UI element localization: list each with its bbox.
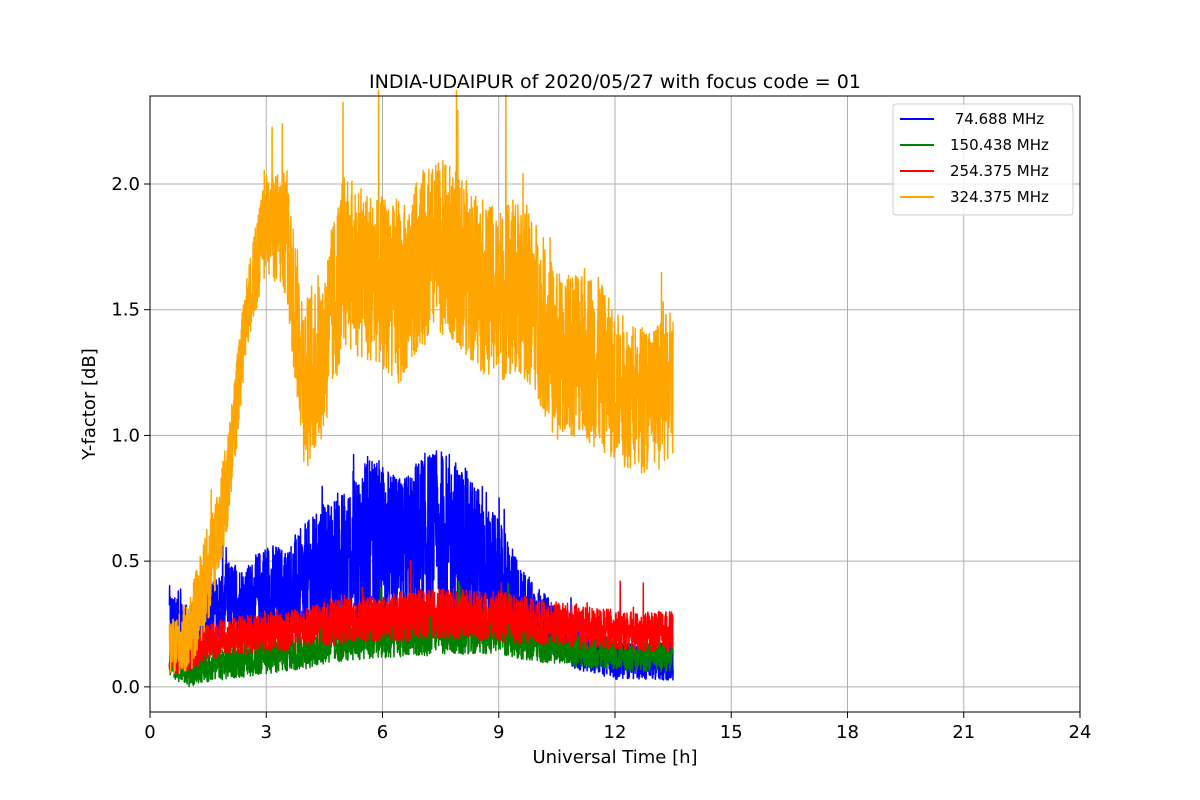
y-tick-label: 0.5 [111, 551, 140, 572]
x-tick-label: 12 [604, 722, 627, 743]
y-tick-label: 0.0 [111, 677, 140, 698]
axis-ticks: 0 3 6 9 12 15 18 21 24 0.0 0.5 1.0 1.5 2.0 [111, 174, 1091, 743]
y-tick-label: 1.5 [111, 300, 140, 321]
y-axis-title: Y-factor [dB] [79, 348, 100, 461]
x-axis-title: Universal Time [h] [532, 747, 697, 768]
x-tick-label: 9 [493, 722, 504, 743]
x-tick-label: 21 [952, 722, 975, 743]
legend-box [892, 103, 1074, 216]
series-line-3 [168, 89, 674, 675]
legend-label: 150.438 MHz [950, 136, 1049, 154]
series-line-2 [168, 560, 674, 674]
chart-title: INDIA-UDAIPUR of 2020/05/27 with focus c… [369, 71, 861, 93]
y-tick-label: 2.0 [111, 174, 140, 195]
x-tick-label: 3 [261, 722, 272, 743]
series-group [168, 89, 674, 688]
legend: 74.688 MHz 150.438 MHz 254.375 MHz 324.375 … [892, 103, 1074, 216]
legend-label: 74.688 MHz [950, 110, 1044, 128]
y-tick-label: 1.0 [111, 425, 140, 446]
x-tick-label: 24 [1069, 722, 1092, 743]
x-tick-label: 18 [836, 722, 859, 743]
x-tick-label: 15 [720, 722, 743, 743]
x-tick-label: 0 [144, 722, 155, 743]
legend-label: 254.375 MHz [950, 162, 1049, 180]
legend-label: 324.375 MHz [950, 188, 1049, 206]
x-tick-label: 6 [377, 722, 388, 743]
